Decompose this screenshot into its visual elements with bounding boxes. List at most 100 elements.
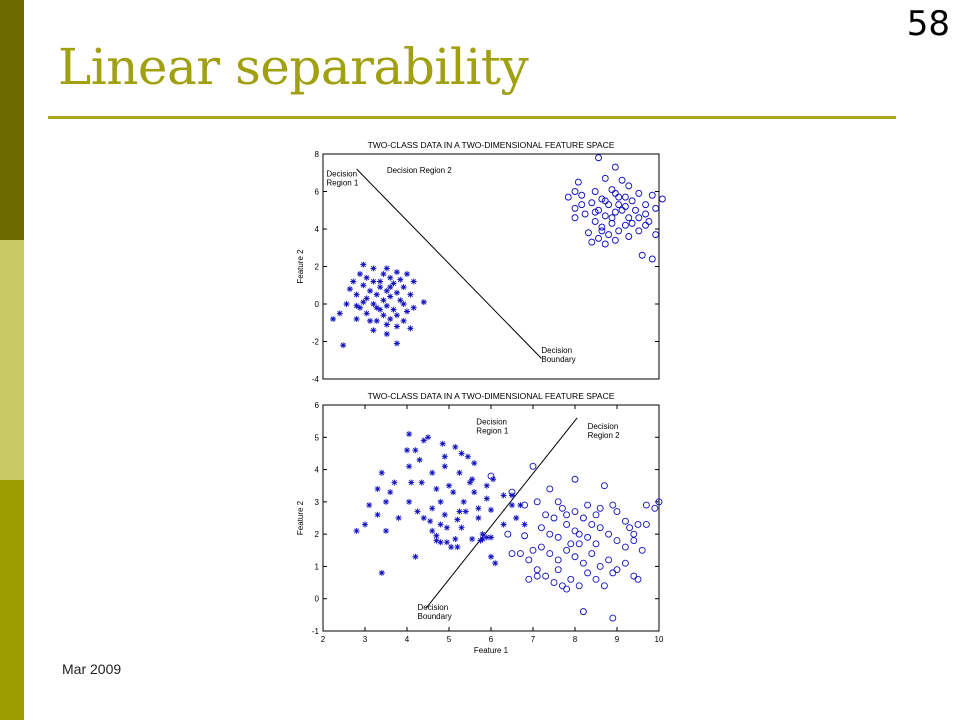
data-point-star xyxy=(370,278,377,285)
data-point-star xyxy=(400,301,407,307)
data-point-star xyxy=(393,340,400,347)
data-point-circle xyxy=(652,204,660,212)
data-point-circle xyxy=(584,569,592,577)
data-point-circle xyxy=(550,579,558,587)
data-point-star xyxy=(353,302,360,309)
data-point-circle xyxy=(487,472,495,480)
data-point-circle xyxy=(601,240,609,248)
data-point-circle xyxy=(630,572,638,580)
data-point-star xyxy=(450,489,457,496)
data-point-star xyxy=(390,306,397,313)
data-point-star xyxy=(343,301,350,307)
data-point-star xyxy=(517,502,524,509)
data-point-star xyxy=(458,524,465,531)
data-point-star xyxy=(475,515,482,521)
data-point-star xyxy=(452,535,459,542)
data-point-star xyxy=(488,506,494,513)
data-point-circle xyxy=(608,219,616,227)
slide-date: Mar 2009 xyxy=(62,661,122,677)
data-point-circle xyxy=(609,501,617,509)
data-point-circle xyxy=(652,231,660,239)
data-point-circle xyxy=(529,546,537,554)
data-point-circle xyxy=(584,229,592,237)
data-point-star xyxy=(456,508,463,515)
data-point-circle xyxy=(598,223,606,231)
data-point-star xyxy=(412,553,419,560)
data-point-star xyxy=(429,527,436,534)
data-point-circle xyxy=(584,501,592,509)
data-point-circle xyxy=(504,530,512,538)
data-point-circle xyxy=(625,233,633,240)
annotation-label: Decision Region 2 xyxy=(387,166,452,175)
annotation-label: Region 1 xyxy=(476,426,509,435)
data-point-circle xyxy=(611,163,619,171)
data-point-star xyxy=(404,447,410,454)
data-point-star xyxy=(410,278,417,285)
data-point-circle xyxy=(525,556,533,564)
data-point-star xyxy=(500,492,507,499)
data-point-circle xyxy=(571,188,579,195)
annotation-label: Decision xyxy=(418,603,449,612)
data-point-circle xyxy=(621,193,629,201)
data-point-star xyxy=(469,535,476,542)
data-point-star xyxy=(336,310,343,317)
data-point-star xyxy=(350,278,357,285)
annotation-label: Boundary xyxy=(418,612,452,621)
y-tick-label: 0 xyxy=(315,595,320,604)
data-point-circle xyxy=(613,508,621,515)
data-point-circle xyxy=(628,197,636,205)
x-tick-label: 5 xyxy=(447,635,452,644)
data-point-star xyxy=(483,534,490,541)
data-point-star xyxy=(393,289,400,296)
data-point-circle xyxy=(525,575,533,583)
data-point-star xyxy=(387,274,394,281)
data-point-star xyxy=(387,284,394,291)
data-point-circle xyxy=(613,566,621,574)
data-point-star xyxy=(367,317,374,324)
data-point-star xyxy=(406,431,413,438)
data-point-circle xyxy=(578,191,586,199)
data-point-star xyxy=(377,278,384,285)
data-point-circle xyxy=(600,482,608,490)
x-tick-label: 4 xyxy=(405,635,410,644)
x-tick-label: 9 xyxy=(615,635,620,644)
data-point-circle xyxy=(611,189,619,197)
data-point-star xyxy=(483,482,490,489)
x-axis-label: Feature 1 xyxy=(474,646,509,655)
data-point-star xyxy=(377,306,384,313)
y-tick-label: -4 xyxy=(312,375,320,384)
data-point-circle xyxy=(558,504,566,512)
data-point-star xyxy=(360,261,367,268)
data-point-circle xyxy=(595,206,602,214)
data-point-circle xyxy=(598,227,606,235)
annotation-label: Decision xyxy=(476,417,507,426)
data-point-star xyxy=(462,508,469,515)
data-point-circle xyxy=(567,540,575,548)
data-point-star xyxy=(404,271,410,277)
data-point-star xyxy=(353,527,360,534)
data-point-star xyxy=(404,308,410,315)
data-point-star xyxy=(441,463,448,470)
data-point-star xyxy=(420,515,427,521)
data-point-circle xyxy=(571,553,579,561)
data-point-circle xyxy=(642,521,650,528)
data-point-circle xyxy=(571,204,579,212)
data-point-star xyxy=(412,447,419,454)
data-point-circle xyxy=(625,182,633,190)
data-point-star xyxy=(488,534,494,541)
y-tick-label: -2 xyxy=(312,338,320,347)
data-point-star xyxy=(437,498,444,505)
data-point-star xyxy=(420,437,427,444)
data-point-circle xyxy=(588,550,596,557)
annotation-label: Region 2 xyxy=(588,431,621,440)
data-point-circle xyxy=(630,530,638,538)
data-point-star xyxy=(363,310,370,317)
data-point-circle xyxy=(595,154,602,162)
data-point-star xyxy=(448,544,455,551)
data-point-circle xyxy=(611,208,619,216)
data-point-circle xyxy=(608,214,616,222)
y-tick-label: 3 xyxy=(315,498,320,507)
data-point-circle xyxy=(600,582,608,590)
data-point-star xyxy=(488,553,494,560)
